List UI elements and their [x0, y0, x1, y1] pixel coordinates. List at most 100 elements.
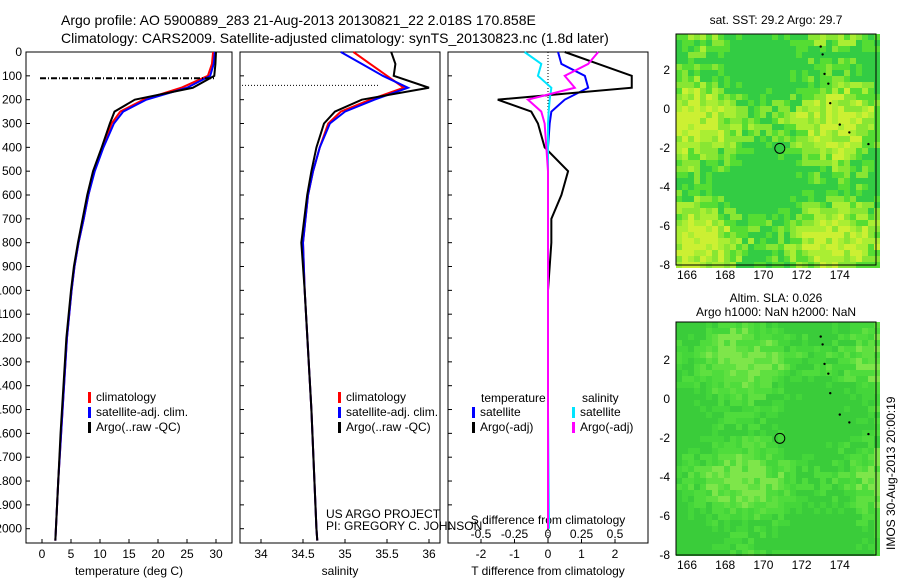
map-cell	[784, 40, 790, 46]
map-cell	[808, 358, 814, 364]
map-cell	[736, 358, 742, 364]
map-cell	[826, 256, 832, 262]
map-cell	[730, 256, 736, 262]
map-cell	[802, 364, 808, 370]
map-cell	[868, 82, 874, 88]
map-cell	[844, 514, 850, 520]
map-cell	[700, 424, 706, 430]
map-cell	[772, 478, 778, 484]
map-cell	[778, 88, 784, 94]
map-cell	[832, 172, 838, 178]
map-cell	[688, 520, 694, 526]
map-cell	[802, 118, 808, 124]
map-cell	[796, 358, 802, 364]
map-cell	[790, 334, 796, 340]
map-cell	[712, 202, 718, 208]
map-cell	[718, 64, 724, 70]
map-cell	[772, 154, 778, 160]
map-cell	[826, 364, 832, 370]
map-cell	[820, 442, 826, 448]
map-cell	[868, 154, 874, 160]
map-cell	[772, 412, 778, 418]
map-cell	[772, 430, 778, 436]
map-cell	[748, 496, 754, 502]
map-cell	[832, 526, 838, 532]
map-cell	[844, 364, 850, 370]
map-cell	[760, 532, 766, 538]
map-cell	[676, 232, 682, 238]
map-cell	[796, 58, 802, 64]
map-cell	[820, 106, 826, 112]
sst-map-frame	[675, 33, 877, 266]
map-cell	[844, 220, 850, 226]
map-cell	[778, 496, 784, 502]
map-cell	[682, 472, 688, 478]
map-cell	[784, 136, 790, 142]
map-cell	[766, 226, 772, 232]
map-cell	[862, 100, 868, 106]
map-cell	[814, 532, 820, 538]
map-cell	[820, 220, 826, 226]
map-cell	[748, 544, 754, 550]
map-cell	[742, 82, 748, 88]
map-cell	[760, 352, 766, 358]
map-cell	[790, 370, 796, 376]
map-cell	[862, 238, 868, 244]
map-cell	[766, 82, 772, 88]
map-cell	[808, 166, 814, 172]
map-cell	[766, 52, 772, 58]
map-cell	[742, 208, 748, 214]
map-cell	[688, 76, 694, 82]
map-cell	[778, 346, 784, 352]
map-cell	[802, 454, 808, 460]
map-cell	[736, 58, 742, 64]
lon-tick-label: 174	[830, 558, 850, 572]
map-cell	[736, 124, 742, 130]
y-tick-label: 1600	[0, 426, 22, 440]
map-cell	[718, 430, 724, 436]
map-cell	[688, 526, 694, 532]
map-cell	[724, 148, 730, 154]
map-cell	[838, 154, 844, 160]
map-cell	[796, 136, 802, 142]
map-cell	[808, 124, 814, 130]
map-cell	[760, 196, 766, 202]
map-cell	[784, 358, 790, 364]
map-cell	[706, 256, 712, 262]
map-cell	[850, 376, 856, 382]
map-cell	[706, 172, 712, 178]
map-cell	[706, 208, 712, 214]
map-cell	[802, 346, 808, 352]
argo-position-marker	[774, 432, 786, 444]
map-cell	[730, 484, 736, 490]
map-cell	[868, 484, 874, 490]
map-cell	[766, 202, 772, 208]
map-cell	[754, 94, 760, 100]
map-cell	[820, 154, 826, 160]
map-cell	[694, 454, 700, 460]
map-cell	[700, 118, 706, 124]
map-cell	[838, 250, 844, 256]
legend-swatch	[338, 392, 341, 403]
map-cell	[826, 34, 832, 40]
map-cell	[862, 466, 868, 472]
map-cell	[730, 538, 736, 544]
map-cell	[700, 418, 706, 424]
map-cell	[790, 454, 796, 460]
map-cell	[760, 454, 766, 460]
map-cell	[712, 448, 718, 454]
map-cell	[868, 58, 874, 64]
map-cell	[784, 382, 790, 388]
map-cell	[736, 538, 742, 544]
map-cell	[838, 136, 844, 142]
map-cell	[754, 442, 760, 448]
map-cell	[778, 544, 784, 550]
map-cell	[862, 70, 868, 76]
map-cell	[730, 124, 736, 130]
map-cell	[820, 244, 826, 250]
map-cell	[736, 418, 742, 424]
map-cell	[676, 220, 682, 226]
map-cell	[802, 40, 808, 46]
map-cell	[712, 238, 718, 244]
map-cell	[706, 544, 712, 550]
